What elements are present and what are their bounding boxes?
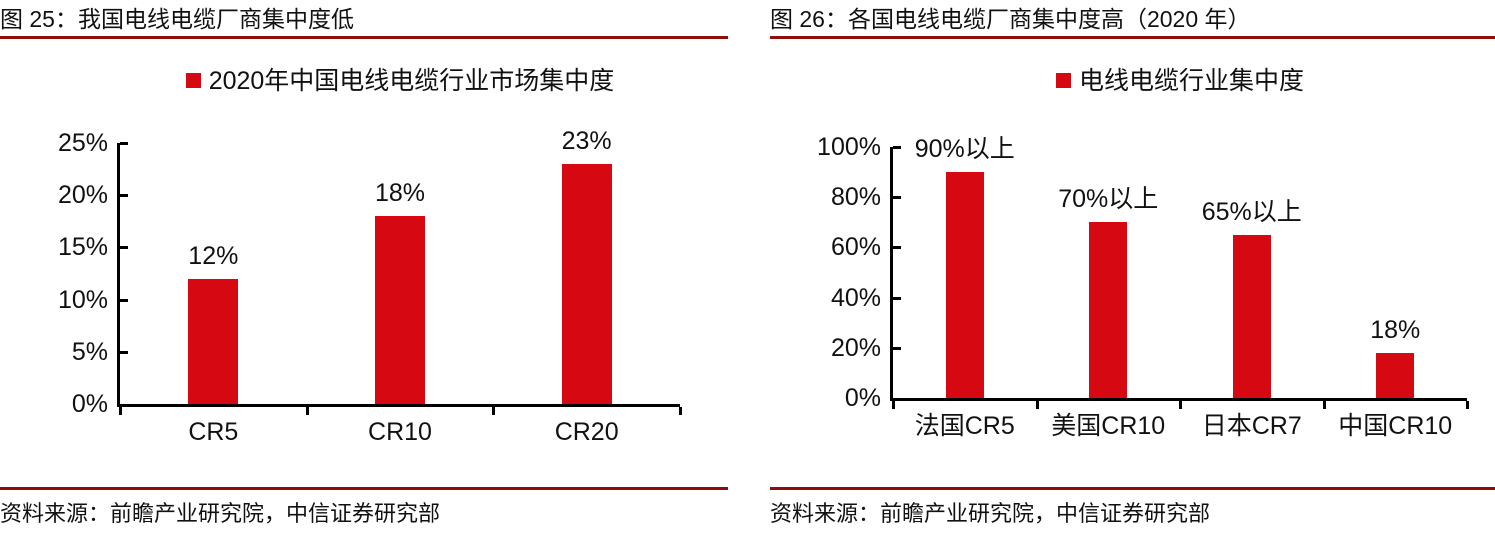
bar-value-label: 70%以上 — [1058, 185, 1159, 214]
y-axis-tick-label: 60% — [830, 233, 881, 262]
figure-26-legend-label: 电线电缆行业集中度 — [1078, 67, 1304, 95]
x-axis-tick — [892, 401, 895, 409]
figure-26: 图 26：各国电线电缆厂商集中度高（2020 年） 电线电缆行业集中度 0% 20… — [770, 0, 1495, 542]
y-axis-tick-label: 15% — [57, 233, 108, 262]
y-axis-tick — [893, 196, 901, 200]
figure-26-title-rule — [770, 36, 1495, 39]
y-axis-tick — [120, 350, 128, 354]
figure-25-title: 图 25：我国电线电缆厂商集中度低 — [0, 6, 354, 32]
figure-26-legend: 电线电缆行业集中度 — [893, 63, 1467, 95]
figure-26-title: 图 26：各国电线电缆厂商集中度高（2020 年） — [770, 6, 1251, 32]
figure-25-legend-label: 2020年中国电线电缆行业市场集中度 — [208, 67, 615, 95]
y-axis-tick — [893, 146, 901, 149]
y-axis-tick-label: 10% — [57, 285, 108, 314]
x-category-label: 美国CR10 — [1051, 412, 1166, 440]
x-axis — [117, 404, 680, 407]
figure-25-title-rule — [0, 36, 728, 39]
x-axis-tick — [1322, 401, 1326, 409]
x-axis-tick — [492, 407, 496, 415]
bar — [375, 216, 425, 404]
bar — [561, 163, 612, 404]
y-axis-tick — [120, 142, 128, 145]
bar — [945, 172, 984, 398]
figure-25-source: 资料来源：前瞻产业研究院，中信证券研究部 — [0, 501, 441, 526]
y-axis — [117, 143, 120, 407]
x-category-label: CR5 — [188, 418, 239, 446]
figure-25-source-rule — [0, 487, 728, 490]
bar — [188, 278, 239, 404]
y-axis-tick — [893, 246, 901, 250]
y-axis-tick — [893, 296, 901, 300]
x-category-label: CR10 — [368, 418, 432, 446]
figure-26-source: 资料来源：前瞻产业研究院，中信证券研究部 — [770, 501, 1211, 526]
x-axis-tick — [679, 407, 682, 415]
figure-25: 图 25：我国电线电缆厂商集中度低 2020年中国电线电缆行业市场集中度 0% 5… — [0, 0, 728, 542]
bar — [1232, 234, 1271, 398]
y-axis — [890, 147, 893, 401]
bar-value-label: 12% — [188, 241, 239, 270]
x-axis-tick — [305, 407, 309, 415]
y-axis-tick-label: 100% — [817, 133, 881, 161]
y-axis-tick — [120, 194, 128, 198]
legend-swatch-icon — [1055, 73, 1071, 88]
y-axis-tick-label: 0% — [71, 390, 108, 418]
y-axis-tick-label: 20% — [830, 333, 881, 362]
bar-value-label: 23% — [561, 126, 612, 155]
x-category-label: 中国CR10 — [1338, 412, 1453, 440]
figure-26-chart: 0% 20% 40% 60% 80% 100% 90%以上法国CR5 70%以上美国CR10 6… — [770, 110, 1495, 455]
y-axis-tick — [120, 246, 128, 250]
bar-value-label: 65%以上 — [1201, 197, 1302, 226]
x-axis-tick — [1466, 401, 1469, 409]
x-category-label: 日本CR7 — [1201, 412, 1302, 440]
figure-25-legend: 2020年中国电线电缆行业市场集中度 — [120, 63, 680, 95]
bar-value-label: 18% — [1370, 315, 1421, 344]
bar-value-label: 18% — [374, 179, 426, 208]
x-category-label: CR20 — [554, 418, 619, 446]
y-axis-tick — [893, 346, 901, 350]
y-axis-tick-label: 5% — [71, 337, 108, 366]
x-axis-tick — [1179, 401, 1182, 409]
y-axis-tick-label: 25% — [57, 129, 108, 157]
bar-value-label: 90%以上 — [914, 135, 1015, 164]
bar — [1089, 222, 1128, 398]
x-category-label: 法国CR5 — [914, 412, 1015, 440]
x-axis-tick — [119, 407, 122, 415]
x-axis — [890, 398, 1467, 401]
y-axis-tick-label: 0% — [844, 384, 881, 412]
figure-25-chart: 0% 5% 10% 15% 20% 25% 12% CR5 18% CR10 23% CR20 — [0, 110, 728, 455]
y-axis-tick-label: 80% — [830, 183, 881, 212]
y-axis-tick-label: 20% — [57, 181, 108, 210]
legend-swatch-icon — [185, 73, 201, 88]
figure-26-source-rule — [770, 487, 1495, 490]
y-axis-tick-label: 40% — [830, 283, 881, 312]
x-axis-tick — [1035, 401, 1039, 409]
y-axis-tick — [120, 298, 128, 302]
bar — [1376, 352, 1415, 398]
